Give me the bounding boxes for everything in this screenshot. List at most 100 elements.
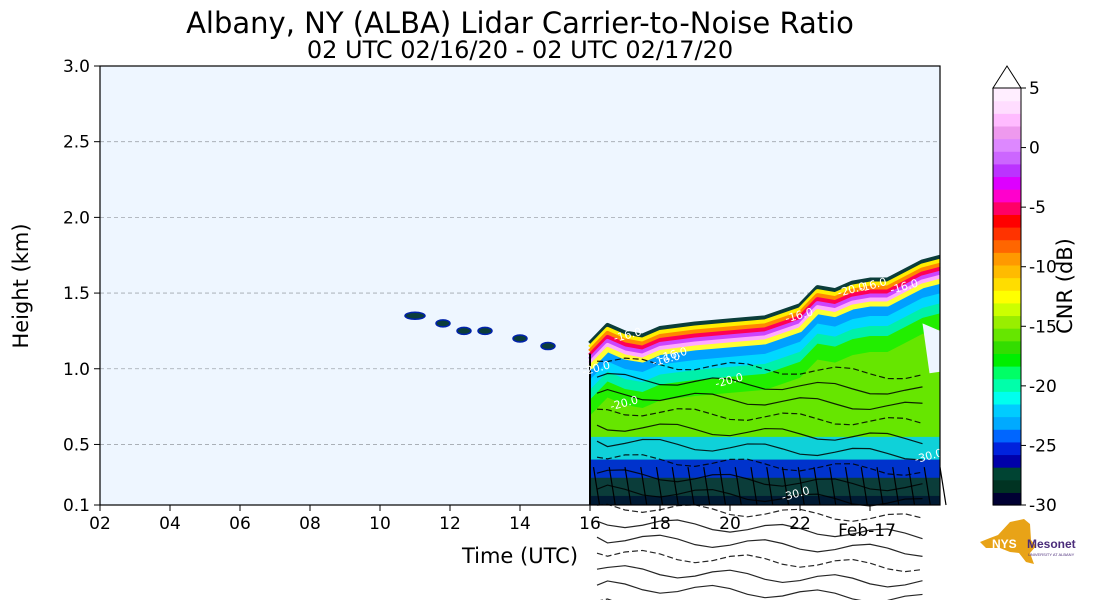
contour-line [781, 467, 790, 506]
contour-line [596, 549, 923, 573]
colorbar-segment [993, 353, 1021, 367]
colorbar-label: CNR (dB) [1053, 238, 1077, 334]
colorbar-ticks: 5 0 -5 -10 -15 -20 -25 -30 [1021, 79, 1057, 516]
colorbar-segment [993, 189, 1021, 203]
y-axis-ticks: 0.1 0.5 1.0 1.5 2.0 2.5 3.0 [63, 57, 100, 516]
contour-line [718, 467, 727, 506]
y-tick-label: 1.0 [63, 360, 90, 380]
contour-line [596, 565, 923, 588]
colorbar [992, 65, 1022, 506]
contour-line [939, 467, 947, 506]
cloud-base-layer [588, 254, 941, 346]
contour-line [923, 467, 931, 506]
contour-line [624, 467, 632, 506]
colorbar-segment [993, 264, 1021, 279]
clear-gap [922, 323, 940, 374]
contour-line [592, 467, 601, 506]
elevated-echo [540, 341, 556, 351]
x-tick-label: 02 [89, 514, 111, 534]
nys-mesonet-logo: NYS Mesonet UNIVERSITY AT ALBANY [980, 519, 1076, 564]
elevated-echo [435, 319, 451, 328]
colorbar-segment [993, 467, 1021, 481]
colorbar-tick-label: -15 [1029, 317, 1057, 337]
colorbar-tick-label: -25 [1029, 436, 1057, 456]
contour-line [608, 467, 616, 506]
logo-tagline: UNIVERSITY AT ALBANY [1028, 552, 1075, 557]
y-tick-label: 2.5 [63, 133, 90, 153]
contour-line [596, 372, 923, 395]
cloud-base-layer [588, 258, 941, 350]
contour-line [596, 580, 923, 600]
cloud-base-layer [588, 266, 941, 358]
x-tick-label: 14 [509, 514, 531, 534]
colorbar-segment [993, 340, 1021, 354]
colorbar-frame [992, 87, 1022, 506]
colorbar-segment [993, 214, 1021, 228]
y-tick-label: 2.0 [63, 208, 90, 228]
contour-line [766, 467, 774, 506]
contour-line [596, 408, 923, 426]
x-tick-label: 04 [159, 514, 181, 534]
x-date-label: Feb-17 [838, 521, 896, 541]
colorbar-segment [993, 479, 1021, 493]
contour-line [687, 467, 695, 506]
colorbar-segment [993, 391, 1021, 405]
new-york-state-icon [980, 519, 1036, 564]
colorbar-tick-label: 5 [1029, 79, 1040, 99]
x-tick-label: 18 [649, 514, 671, 534]
colorbar-segment [993, 113, 1021, 127]
contour-line [860, 467, 868, 506]
colorbar-segment [993, 88, 1021, 102]
elevated-echo [477, 326, 493, 336]
contour-line [596, 469, 923, 492]
x-tick-label: 08 [299, 514, 321, 534]
contour-line [844, 467, 853, 506]
elevated-echo [456, 326, 472, 336]
elevated-echo [404, 311, 426, 321]
cnr-band-lower [590, 495, 940, 505]
contour-line [596, 503, 923, 522]
y-tick-label: 3.0 [63, 57, 90, 77]
contour-lines [589, 353, 947, 600]
chart-title: Albany, NY (ALBA) Lidar Carrier-to-Noise… [186, 6, 854, 40]
contour-line [640, 467, 648, 506]
colorbar-tick-label: 0 [1029, 139, 1040, 159]
x-tick-label: 16 [579, 514, 601, 534]
colorbar-segment [993, 378, 1021, 392]
x-tick-label: 10 [369, 514, 391, 534]
colorbar-segment [993, 290, 1021, 304]
contour-line [703, 467, 711, 506]
colorbar-segment [993, 366, 1021, 380]
colorbar-segment [993, 328, 1021, 342]
x-axis-ticks: 02 04 06 08 10 12 14 16 18 20 22 Feb-17 [89, 505, 896, 541]
cloud-base-layer [588, 274, 941, 366]
y-axis-label: Height (km) [9, 223, 33, 348]
contour-line [596, 534, 923, 557]
chart-subtitle: 02 UTC 02/16/20 - 02 UTC 02/17/20 [307, 36, 733, 64]
x-tick-label: 06 [229, 514, 251, 534]
colorbar-segment [993, 302, 1021, 317]
colorbar-segment [993, 277, 1021, 291]
colorbar-segment [993, 315, 1021, 329]
colorbar-segment [993, 176, 1021, 190]
colorbar-segment [993, 100, 1021, 114]
colorbar-segment [993, 239, 1021, 253]
contour-line [750, 467, 758, 506]
contour-line [907, 467, 916, 506]
cnr-field [588, 254, 941, 505]
x-axis-label: Time (UTC) [461, 544, 578, 568]
contour-line [829, 467, 837, 506]
contour-line [813, 467, 821, 506]
colorbar-tick-label: -30 [1029, 496, 1057, 516]
contour-line [596, 357, 923, 380]
logo-primary: NYS [992, 537, 1017, 551]
elevated-echoes [404, 311, 556, 351]
colorbar-tick-label: -5 [1029, 198, 1046, 218]
x-tick-label: 22 [789, 514, 811, 534]
contour-line [596, 519, 923, 540]
colorbar-segment [993, 138, 1021, 152]
colorbar-segment [993, 416, 1021, 430]
elevated-echo [512, 334, 528, 343]
colorbar-segment [993, 403, 1021, 418]
